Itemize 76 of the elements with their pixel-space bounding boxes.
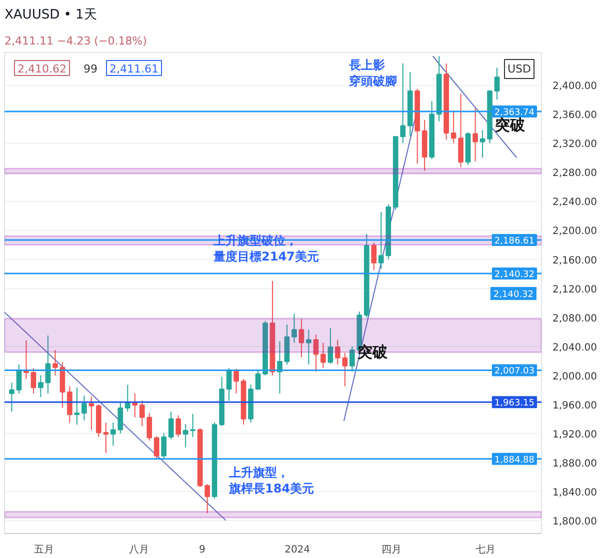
y-tick-label: 1,840.00: [552, 487, 598, 498]
annotation: 長上影穿頭破腳: [348, 58, 398, 88]
y-tick-label: 2,120.00: [552, 284, 598, 296]
x-tick-label: 9: [198, 544, 206, 556]
annotation: 突破: [494, 116, 526, 134]
candlestick: [255, 369, 261, 390]
y-tick-label: 1,920.00: [552, 429, 598, 440]
candlestick: [306, 329, 312, 365]
candlestick: [161, 432, 167, 460]
chart-title: XAUUSD • 1天: [4, 8, 97, 22]
candlestick: [103, 422, 109, 454]
candlestick: [378, 212, 384, 270]
ref-line-label: 1,963.15: [494, 398, 534, 409]
ref-line-label: 1,884.88: [494, 455, 535, 466]
candlestick: [494, 67, 500, 100]
y-tick-label: 2,040.00: [552, 342, 598, 354]
candlestick: [176, 414, 181, 438]
annotation: 上升旗型，旗桿長184美元: [228, 466, 314, 496]
candlestick: [88, 396, 94, 430]
y-tick-label: 2,080.00: [552, 313, 598, 324]
y-tick-label: 2,320.00: [552, 139, 598, 150]
candlestick: [182, 423, 188, 448]
y-tick-label: 2,280.00: [552, 168, 598, 180]
candlestick: [168, 411, 174, 440]
candlestick: [146, 412, 152, 442]
annotation: 2,410.62: [18, 62, 66, 76]
x-tick-label: 八月: [129, 544, 150, 556]
y-tick-label: 2,160.00: [552, 255, 598, 266]
ref-line-label: 2,186.61: [494, 236, 534, 246]
ref-line-label: 2,140.32: [494, 270, 534, 280]
candlestick: [342, 352, 348, 387]
ref-line-label: 2,007.03: [494, 366, 534, 377]
x-tick-label: 五月: [34, 544, 54, 556]
annotation: 2,411.61: [110, 62, 158, 76]
candlestick: [67, 386, 72, 423]
candlestick: [82, 395, 87, 421]
ref-line-label: 2,363.74: [494, 108, 535, 118]
candlestick: [74, 387, 80, 426]
candlestick: [328, 328, 334, 364]
candlestick: [298, 318, 304, 358]
candlestick: [334, 339, 340, 365]
y-tick-label: 2,360.00: [552, 110, 598, 122]
y-tick-label: 2,200.00: [552, 226, 598, 238]
candlestick: [450, 110, 456, 144]
candlestick: [292, 313, 297, 344]
candlestick: [234, 368, 239, 394]
annotation: 2,140.32: [493, 290, 534, 300]
candlestick: [458, 93, 464, 168]
candlestick: [139, 400, 145, 427]
candlestick: [52, 349, 58, 376]
candlestick: [400, 62, 406, 144]
x-tick-label: 七月: [476, 544, 496, 556]
candlestick: [349, 346, 355, 372]
x-tick-label: 2024: [284, 544, 310, 556]
annotation: USD: [508, 62, 532, 76]
y-tick-label: 2,000.00: [552, 371, 598, 382]
candlestick: [190, 413, 196, 438]
x-tick-label: 四月: [381, 544, 402, 556]
y-tick-label: 2,240.00: [552, 197, 598, 208]
y-tick-label: 2,400.00: [552, 81, 598, 92]
candlestick: [371, 242, 377, 271]
y-tick-label: 1,880.00: [552, 458, 598, 470]
chart-subtitle: 2,411.11 −4.23 (−0.18%): [4, 34, 147, 48]
candlestick: [154, 436, 160, 460]
y-tick-label: 1,800.00: [552, 516, 598, 528]
candlestick: [204, 484, 210, 514]
candlestick: [30, 368, 36, 394]
candlestick: [313, 334, 319, 372]
candlestick: [472, 108, 478, 162]
candlestick: [226, 368, 232, 402]
candlestick: [38, 374, 44, 398]
candlestick: [9, 382, 14, 412]
y-tick-label: 1,960.00: [552, 400, 598, 412]
candlestick: [124, 384, 130, 412]
candlestick: [320, 342, 326, 369]
annotation: 99: [84, 62, 98, 76]
